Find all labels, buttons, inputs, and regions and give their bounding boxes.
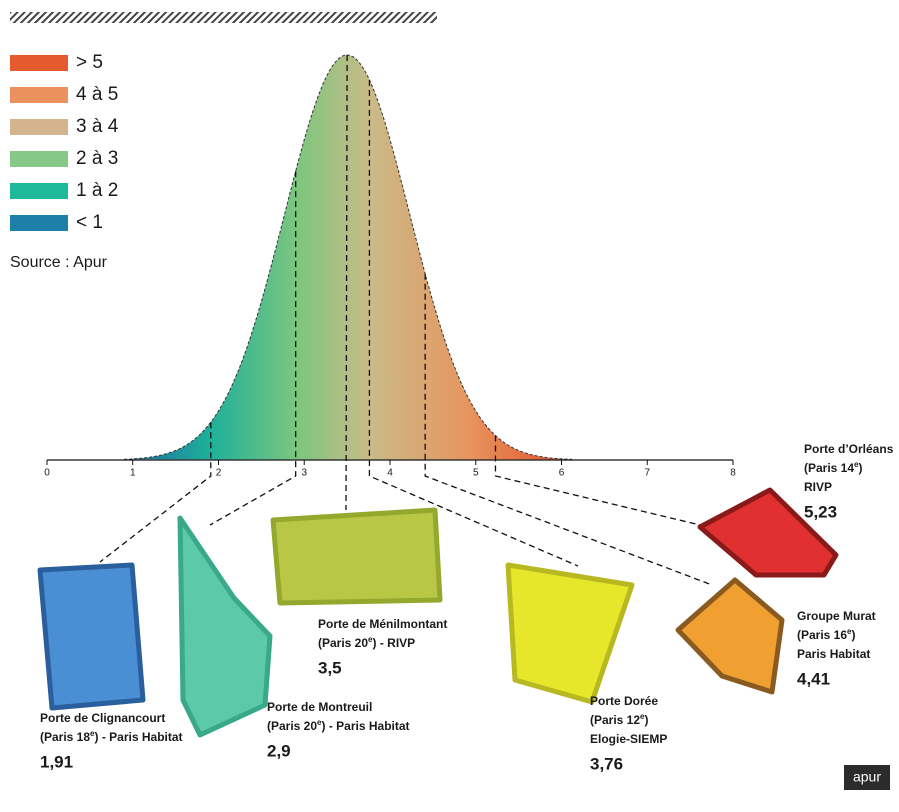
site-operator: Paris Habitat (797, 647, 870, 661)
site-place-part: ) (852, 628, 856, 642)
site-shape (37, 562, 146, 711)
site-place-part: e (847, 627, 852, 636)
legend-label: > 5 (76, 52, 103, 73)
site-place-part: ) - Paris Habitat (95, 730, 183, 744)
site-place-part: (Paris 12 (590, 713, 640, 727)
site-place-part: ) (645, 713, 649, 727)
site-place: (Paris 16e) (797, 627, 856, 642)
site-name: Porte de Montreuil (267, 700, 372, 714)
site-shapes (37, 487, 839, 738)
plot: > 5 4 à 5 3 à 4 2 à 3 1 à 2 < 1 Source : Apur 0… (10, 52, 894, 773)
legend-label: < 1 (76, 212, 103, 233)
site-shape (697, 487, 839, 578)
site-place-part: ) (859, 461, 863, 475)
site-place-part: e (90, 729, 95, 738)
site-name: Porte d’Orléans (804, 442, 894, 456)
x-tick-label: 2 (216, 468, 222, 479)
x-tick-label: 1 (130, 468, 136, 479)
site-place: (Paris 20e) - RIVP (318, 635, 415, 650)
source: Source : Apur (10, 254, 108, 271)
site-place-part: (Paris 16 (797, 628, 847, 642)
x-tick-label: 6 (559, 468, 565, 479)
leader-line (99, 422, 212, 563)
x-tick-label: 3 (301, 468, 307, 479)
site-value: 5,23 (804, 502, 837, 521)
site-place: (Paris 14e) (804, 460, 863, 475)
site-shape (505, 562, 635, 705)
site-value: 4,41 (797, 669, 830, 688)
site-name: Groupe Murat (797, 609, 876, 623)
leader-line (209, 171, 297, 526)
site-place: (Paris 18e) - Paris Habitat (40, 729, 183, 744)
legend-swatch (10, 215, 68, 231)
site-place-part: e (854, 460, 859, 469)
site-place-part: (Paris 14 (804, 461, 854, 475)
site-value: 2,9 (267, 741, 291, 760)
leader-line (368, 79, 579, 567)
site-place-part: (Paris 20 (318, 636, 368, 650)
legend-swatch (10, 119, 68, 135)
x-tick-label: 4 (387, 468, 393, 479)
site-operator: RIVP (804, 480, 832, 494)
site-place-part: e (368, 635, 373, 644)
distribution-area (124, 55, 573, 460)
site-place-part: e (317, 718, 322, 727)
site-place-part: ) - Paris Habitat (322, 719, 410, 733)
x-tick-label: 5 (473, 468, 479, 479)
site-place-part: (Paris 18 (40, 730, 90, 744)
site-name: Porte de Clignancourt (40, 711, 165, 725)
legend-label: 2 à 3 (76, 148, 118, 169)
legend-swatch (10, 87, 68, 103)
leader-line (494, 435, 701, 526)
x-tick-label: 7 (644, 468, 650, 479)
site-value: 1,91 (40, 752, 73, 771)
header-hatch (10, 12, 437, 23)
site-place: (Paris 12e) (590, 712, 649, 727)
legend-label: 1 à 2 (76, 180, 118, 201)
site-value: 3,76 (590, 754, 623, 773)
legend-label: 4 à 5 (76, 84, 118, 105)
site-place-part: (Paris 20 (267, 719, 317, 733)
site-shape (177, 515, 273, 738)
site-value: 3,5 (318, 658, 342, 677)
site-place-part: ) - RIVP (373, 636, 416, 650)
leader-line (345, 54, 348, 511)
site-place-part: e (640, 712, 645, 721)
site-place: (Paris 20e) - Paris Habitat (267, 718, 410, 733)
leader-line (424, 273, 713, 586)
x-tick-label: 0 (44, 468, 50, 479)
distribution-outline (124, 54, 573, 460)
legend-swatch (10, 183, 68, 199)
site-name: Porte Dorée (590, 694, 658, 708)
legend-swatch (10, 55, 68, 71)
logo: apur (853, 769, 881, 785)
site-shape (270, 507, 443, 606)
site-operator: Elogie-SIEMP (590, 732, 667, 746)
legend-label: 3 à 4 (76, 116, 119, 137)
logo-box (844, 765, 890, 790)
site-name: Porte de Ménilmontant (318, 617, 447, 631)
x-tick-label: 8 (730, 468, 736, 479)
site-shape (675, 577, 785, 695)
legend-swatch (10, 151, 68, 167)
